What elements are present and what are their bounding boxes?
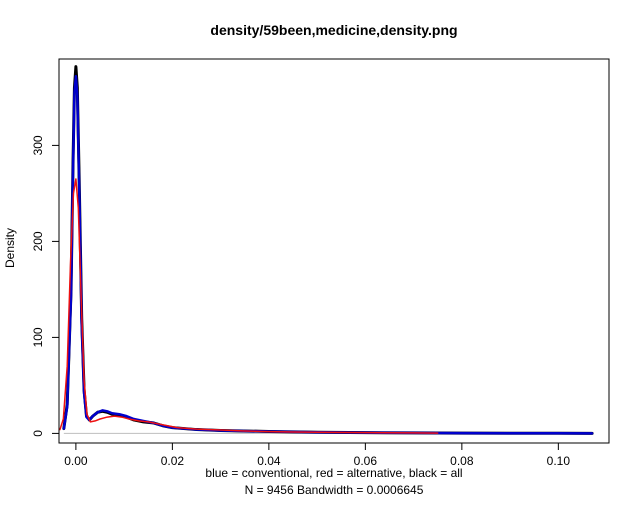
x-tick-label: 0.08 xyxy=(450,454,474,468)
x-tick-label: 0.06 xyxy=(354,454,378,468)
x-axis-sublabel: N = 9456 Bandwidth = 0.0006645 xyxy=(245,483,424,497)
plot-frame xyxy=(58,58,610,444)
plot-area xyxy=(58,58,610,444)
y-tick-label: 300 xyxy=(31,135,45,155)
x-tick-label: 0.00 xyxy=(64,454,88,468)
x-axis-label: blue = conventional, red = alternative, … xyxy=(205,466,462,480)
y-tick-label: 100 xyxy=(31,327,45,347)
y-axis: 0 100 200 300 xyxy=(31,135,60,437)
x-tick-label: 0.04 xyxy=(257,454,281,468)
series-layer xyxy=(59,65,594,435)
series-line-all xyxy=(62,65,594,435)
x-tick-label: 0.02 xyxy=(161,454,185,468)
x-tick-label: 0.10 xyxy=(547,454,571,468)
chart-title: density/59been,medicine,density.png xyxy=(210,22,457,38)
series-line-alternative xyxy=(59,178,439,434)
y-tick-label: 200 xyxy=(31,231,45,251)
x-axis: 0.00 0.02 0.04 0.06 0.08 0.10 xyxy=(64,442,571,468)
series-line-conventional xyxy=(62,75,594,435)
y-axis-label: Density xyxy=(3,228,17,268)
y-tick-label: 0 xyxy=(31,430,45,437)
